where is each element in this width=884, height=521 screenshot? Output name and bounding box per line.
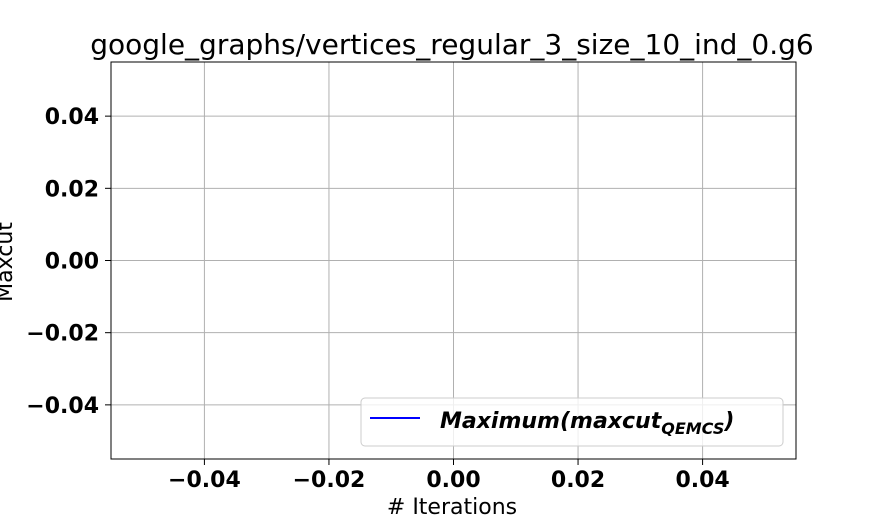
legend-series-name: Maximum(maxcut: [440, 409, 663, 434]
legend: Maximum(maxcutQEMCS): [360, 397, 784, 447]
axis-ticks: −0.04 −0.02 0.00 0.02 0.04 −0.04 −0.02 0.00 0.02…: [26, 105, 729, 493]
x-tick-label: 0.04: [675, 468, 729, 493]
y-tick-label: −0.04: [26, 394, 99, 419]
x-tick-label: 0.00: [426, 468, 480, 493]
y-tick-label: 0.02: [45, 177, 99, 202]
legend-box: [360, 397, 784, 447]
y-tick-label: −0.02: [26, 322, 99, 347]
x-tick-label: −0.04: [168, 468, 241, 493]
legend-series-suffix: ): [723, 409, 734, 434]
legend-series-subscript: QEMCS: [661, 419, 724, 438]
x-tick-label: 0.02: [551, 468, 605, 493]
chart-title: google_graphs/vertices_regular_3_size_10…: [90, 28, 814, 61]
x-tick-label: −0.02: [293, 468, 366, 493]
y-tick-label: 0.04: [45, 105, 99, 130]
legend-entry: Maximum(maxcutQEMCS): [440, 409, 734, 438]
x-axis-label: # Iterations: [387, 495, 517, 516]
y-tick-label: 0.00: [45, 250, 99, 275]
y-axis-label: Maxcut: [0, 222, 18, 302]
